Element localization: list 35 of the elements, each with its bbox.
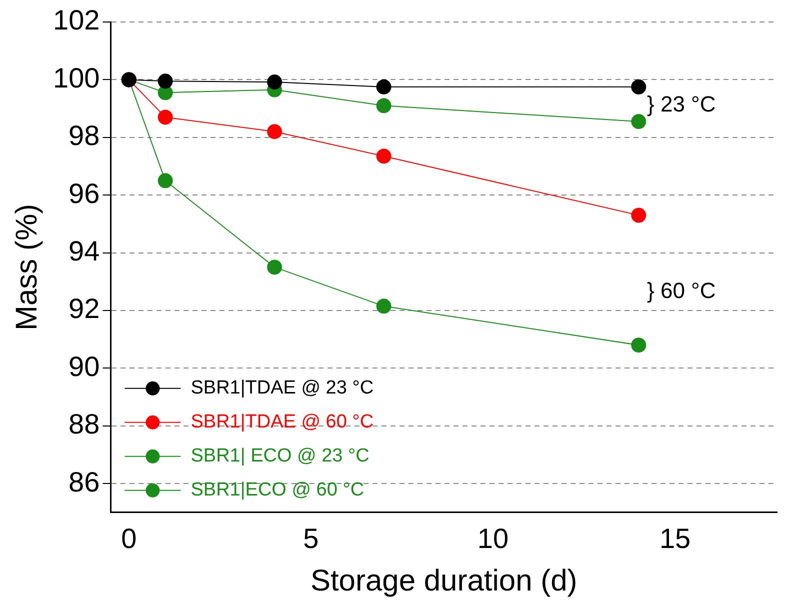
y-tick-label: 94 bbox=[68, 235, 100, 266]
y-tick-label: 100 bbox=[53, 62, 100, 94]
point bbox=[267, 260, 282, 275]
point bbox=[376, 148, 392, 164]
point bbox=[631, 208, 646, 223]
y-tick-label: 92 bbox=[68, 293, 100, 324]
point bbox=[158, 74, 173, 89]
y-tick-label: 96 bbox=[68, 178, 100, 209]
point bbox=[631, 79, 646, 94]
x-axis-title: Storage duration (d) bbox=[310, 564, 578, 598]
point bbox=[267, 74, 282, 90]
point bbox=[376, 98, 392, 114]
y-tick-label: 88 bbox=[68, 408, 100, 440]
x-tick-label: 0 bbox=[121, 522, 137, 554]
point bbox=[267, 124, 282, 140]
legend-label: SBR1|TDAE @ 23 °C bbox=[190, 378, 374, 399]
point bbox=[631, 114, 646, 130]
x-tick-label: 15 bbox=[659, 522, 691, 554]
legend-label: SBR1|ECO @ 60 °C bbox=[190, 480, 364, 501]
point bbox=[631, 338, 646, 353]
y-tick-label: 98 bbox=[68, 120, 100, 152]
point bbox=[376, 79, 392, 94]
x-tick-label: 10 bbox=[477, 522, 509, 554]
annotation: } 60 °C bbox=[647, 278, 716, 303]
y-tick-label: 86 bbox=[68, 466, 100, 498]
point bbox=[158, 173, 173, 188]
point bbox=[158, 110, 173, 125]
y-axis-title: Mass (%) bbox=[10, 204, 44, 331]
y-tick-label: 90 bbox=[68, 350, 100, 382]
x-tick-label: 5 bbox=[303, 522, 319, 554]
legend-label: SBR1|TDAE @ 60 °C bbox=[190, 412, 374, 433]
y-tick-label: 102 bbox=[53, 4, 100, 36]
point bbox=[376, 298, 392, 314]
annotation: } 23 °C bbox=[647, 91, 716, 116]
legend-label: SBR1| ECO @ 23 °C bbox=[190, 446, 370, 467]
